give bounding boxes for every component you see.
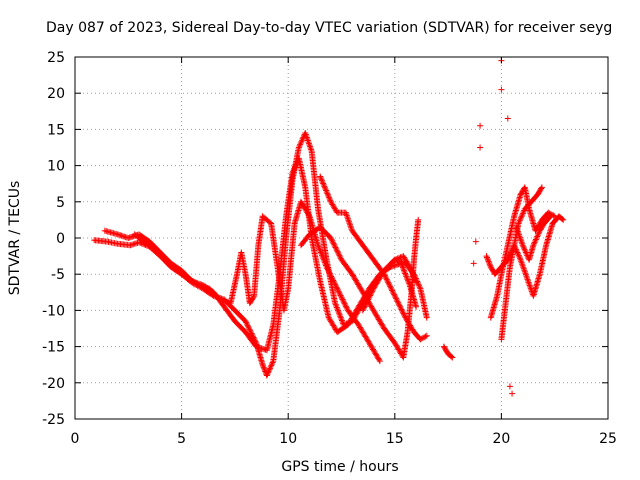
series-track-d [297,216,422,361]
series-track-f [359,256,430,321]
y-tick-label: 25 [47,50,65,66]
grid-lines [75,57,608,419]
y-axis-label: SDTVAR / TECUs [7,181,23,296]
marker-path-track-h [483,213,567,299]
y-tick-label: 15 [47,122,65,138]
series-track-h [483,213,567,299]
plot-frame [74,56,609,420]
x-tick-label: 10 [279,431,297,447]
x-tick-label: 0 [71,431,80,447]
y-tick-label: 5 [56,195,65,211]
y-tick-label: 10 [47,159,65,175]
chart-title: Day 087 of 2023, Sidereal Day-to-day VTE… [46,20,612,36]
series-track-k [513,213,554,263]
x-tick-label: 5 [177,431,186,447]
series-track-i [487,184,558,321]
x-axis-label: GPS time / hours [281,459,398,475]
series-track-c [131,198,383,365]
data-markers [91,57,567,397]
x-tick-label: 15 [386,431,404,447]
y-tick-label: -25 [42,412,65,428]
marker-path-outliers [470,57,516,397]
x-tick-label: 25 [599,431,617,447]
marker-path-track-c [131,198,383,365]
y-tick-label: -10 [42,303,65,319]
y-tick-label: -5 [51,267,65,283]
x-tick-label: 20 [492,431,510,447]
series-track-g [440,343,456,361]
axis-ticks: -25 -20 -15 -10 -5 0 5 10 15 20 25 0 5 10 15 20 25 [42,50,617,447]
y-tick-label: -15 [42,340,65,356]
y-tick-label: -20 [42,376,65,392]
marker-path-track-g [440,343,456,361]
y-tick-label: 0 [56,231,65,247]
series-outliers [470,57,516,397]
y-tick-label: 20 [47,86,65,102]
